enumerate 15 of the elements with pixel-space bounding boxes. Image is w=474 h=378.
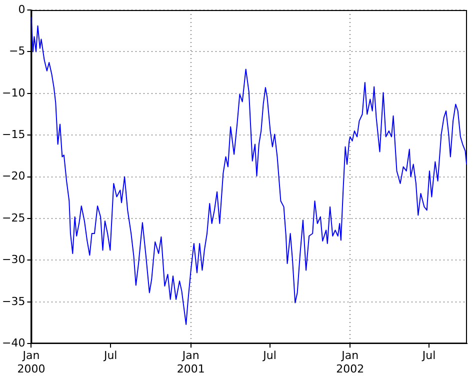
x-tick-label: Jan 2002 (336, 349, 364, 376)
x-tick-label: Jul (421, 349, 436, 362)
y-tick-label: −40 (2, 336, 26, 350)
x-tick-label: Jul (262, 349, 276, 362)
x-tick-label: Jan 2001 (176, 349, 205, 376)
y-tick-label: −30 (2, 253, 26, 266)
y-tick-label: −20 (2, 170, 26, 183)
y-tick-label: −15 (2, 128, 26, 141)
x-tick-label: Jul (102, 349, 118, 362)
y-tick-label: −35 (2, 294, 26, 308)
y-tick-label: 0 (18, 2, 26, 16)
y-tick-label: −10 (2, 86, 26, 100)
x-tick-label: Jan 2000 (17, 349, 46, 376)
y-tick-label: −25 (2, 211, 26, 224)
y-tick-label: −5 (8, 44, 26, 58)
